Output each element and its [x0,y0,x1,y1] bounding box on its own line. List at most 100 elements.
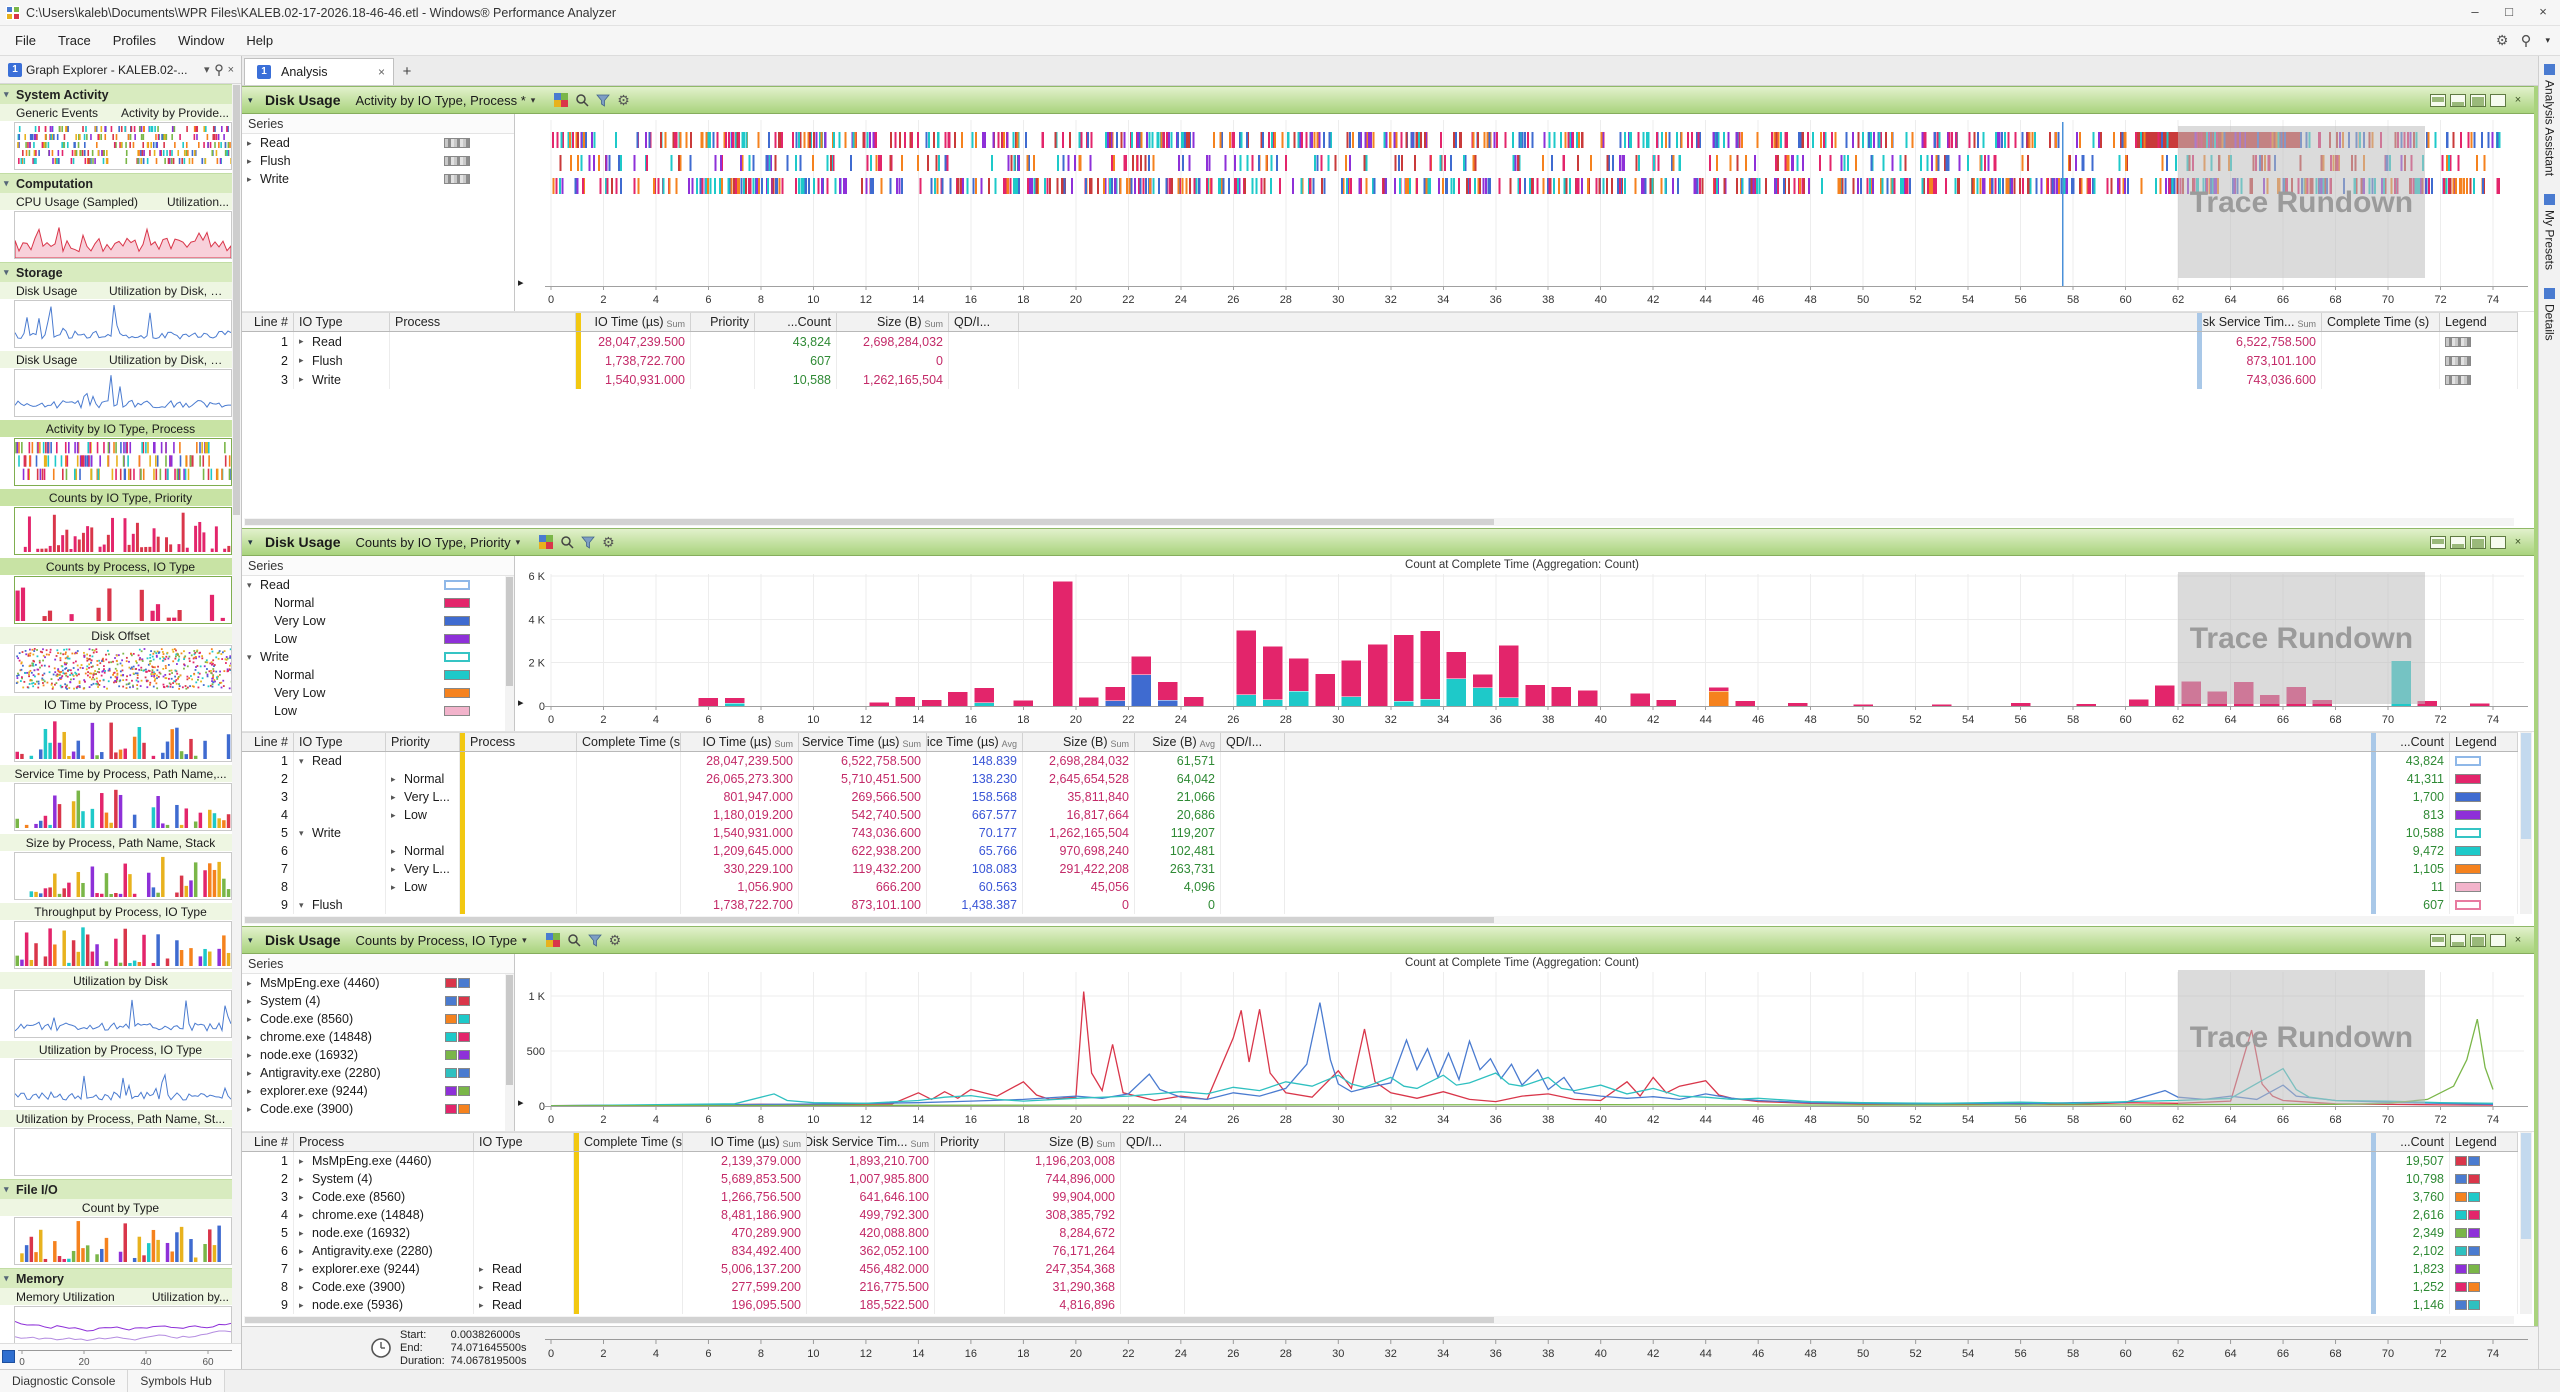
column-header[interactable]: QD/I... [1221,733,1285,751]
series-item[interactable]: ▸ Code.exe (3900) [242,1100,514,1118]
table-row[interactable]: 2 ▸ Normal 26,065,273.300 5,710,451.500 138.2… [242,770,2518,788]
toggle-graph-icon[interactable] [2430,933,2446,947]
vertical-scrollbar[interactable] [2520,732,2532,914]
expand-icon[interactable]: ▸ [299,374,304,384]
expand-icon[interactable]: ▸ [299,1263,304,1274]
expand-icon[interactable]: ▸ [299,336,304,346]
close-panel-icon[interactable]: × [2514,535,2522,548]
collapse-icon[interactable]: ▾ [299,755,304,766]
column-header[interactable]: Legend [2450,733,2518,751]
popout-icon[interactable] [2490,933,2506,947]
close-panel-icon[interactable]: × [2514,93,2522,106]
column-header[interactable]: Size (B) Sum [837,313,949,331]
minimize-button[interactable]: – [2471,4,2479,19]
column-header[interactable]: Complete Time (s) [577,733,681,751]
column-header[interactable]: Disk Service Time (µs)Sum [799,733,927,751]
expand-icon[interactable]: ▸ [299,1299,304,1310]
right-tab-my-presets[interactable]: My Presets [2543,194,2557,270]
settings-gear-icon[interactable]: ⚙ [608,931,622,948]
horizontal-scrollbar[interactable] [244,518,2514,526]
sidebar-thumbnail[interactable] [14,852,232,900]
chart-options-icon[interactable] [545,933,560,947]
sidebar-graph-label[interactable]: Size by Process, Path Name, Stack [0,834,241,851]
sidebar-scrollbar[interactable] [232,84,241,1343]
expand-icon[interactable]: ▸ [247,1031,252,1042]
expand-icon[interactable]: ▸ [247,155,252,166]
series-item[interactable]: ▸ explorer.exe (9244) [242,1082,514,1100]
sidebar-thumbnail[interactable] [14,1128,232,1176]
add-tab-button[interactable]: + [402,63,412,80]
column-header[interactable]: Disk Service Tim...Sum [2202,313,2322,331]
series-item[interactable]: ▾ Write [242,648,514,666]
sidebar-thumbnail[interactable] [14,576,232,624]
tab-diagnostic-console[interactable]: Diagnostic Console [0,1370,129,1392]
toggle-graph-table-icon[interactable] [2450,535,2466,549]
sidebar-thumbnail[interactable] [14,438,232,486]
search-icon[interactable] [567,933,581,947]
column-header[interactable]: Priority [386,733,460,751]
table-row[interactable]: 1 ▸ Read 28,047,239.500 43,824 2,698,284,032 6… [242,332,2518,351]
chart-options-icon[interactable] [539,535,554,549]
global-timeline[interactable]: 0 2 4 6 8 10 12 14 16 18 20 22 24 26 28 30 32 34 36 38 40 42 4… [515,1331,2534,1367]
expand-icon[interactable]: ▸ [391,809,396,820]
expand-icon[interactable]: ▸ [391,773,396,784]
sidebar-graph-label[interactable]: Counts by Process, IO Type [0,558,241,575]
tab-analysis[interactable]: 1 Analysis × [244,58,394,85]
sidebar-thumbnail[interactable] [14,714,232,762]
settings-gear-icon[interactable]: ⚙ [602,533,615,550]
maximize-button[interactable]: □ [2505,4,2513,19]
chart-area[interactable]: Trace Rundown 0 2 4 6 8 10 12 14 16 18 20 22 24 26 28 30… [515,114,2534,311]
popout-icon[interactable] [2490,535,2506,549]
column-header[interactable]: IO Type [294,733,386,751]
column-header[interactable]: IO Time (µs) Sum [681,733,799,751]
expand-icon[interactable]: ▸ [247,1067,252,1078]
chart-options-icon[interactable] [554,93,569,107]
expand-icon[interactable]: ▸ [247,173,252,184]
expand-icon[interactable]: ▸ [479,1263,484,1274]
sidebar-graph-label[interactable]: IO Time by Process, IO Type [0,696,241,713]
toggle-graph-icon[interactable] [2430,535,2446,549]
expand-icon[interactable]: ▸ [299,1155,304,1166]
series-item[interactable]: ▸ node.exe (16932) [242,1046,514,1064]
expand-icon[interactable]: ▸ [247,1085,252,1096]
sidebar-graph-label[interactable]: Activity by IO Type, Process [0,420,241,437]
collapse-icon[interactable]: ▾ [299,899,304,910]
sidebar-graph-label[interactable]: Utilization by Process, Path Name, St... [0,1110,241,1127]
table-row[interactable]: 1 ▾ Read 28,047,239.500 6,522,758.500 148.839… [242,752,2518,770]
sidebar-thumbnail[interactable] [14,211,232,259]
sidebar-thumbnail[interactable] [14,1217,232,1265]
series-item[interactable]: Very Low [242,684,514,702]
filter-icon[interactable] [581,536,595,549]
column-header[interactable]: Disk Service Time (µs)Avg [927,733,1023,751]
sidebar-thumbnail[interactable] [14,645,233,693]
column-header[interactable]: Priority [935,1133,1005,1151]
chevron-down-icon[interactable]: ▾ [2545,35,2550,45]
close-panel-icon[interactable]: × [2514,933,2522,946]
table-row[interactable]: 9 ▸ node.exe (5936) ▸ Read 196,095.500 185,522… [242,1296,2518,1314]
sidebar-section-memory[interactable]: ▾ Memory [0,1268,241,1288]
column-header[interactable]: Complete Time (s) [579,1133,683,1151]
column-header[interactable]: QD/I... [949,313,1019,331]
table-row[interactable]: 5 ▸ node.exe (16932) 470,289.900 420,088.800… [242,1224,2518,1242]
horizontal-scrollbar[interactable] [244,1316,2514,1324]
expand-icon[interactable]: ▸ [299,1191,304,1202]
column-header[interactable]: Line # [242,733,294,751]
column-header[interactable]: Size (B) Sum [1005,1133,1121,1151]
series-item[interactable]: ▸ Flush [242,152,514,170]
table-row[interactable]: 9 ▾ Flush 1,738,722.700 873,101.100 1,438.387… [242,896,2518,914]
series-item[interactable]: ▸ Antigravity.exe (2280) [242,1064,514,1082]
expand-icon[interactable]: ▸ [247,977,252,988]
filter-icon[interactable] [596,94,611,107]
expand-icon[interactable]: ▸ [299,1245,304,1256]
right-tab-details[interactable]: Details [2543,288,2557,341]
sidebar-graph-label[interactable]: Generic Events Activity by Provide... [0,104,241,121]
expand-icon[interactable]: ▸ [247,137,252,148]
column-header[interactable]: Process [465,733,577,751]
column-header[interactable]: Complete Time (s) [2322,313,2440,331]
sidebar-thumbnail[interactable] [14,507,232,555]
sidebar-thumbnail[interactable] [14,1059,232,1107]
table-row[interactable]: 1 ▸ MsMpEng.exe (4460) 2,139,379.000 1,893,2… [242,1152,2518,1170]
table-row[interactable]: 6 ▸ Normal 1,209,645.000 622,938.200 65.766 97… [242,842,2518,860]
expand-axis-icon[interactable]: ▸ [518,1097,524,1109]
column-header[interactable]: Legend [2450,1133,2518,1151]
